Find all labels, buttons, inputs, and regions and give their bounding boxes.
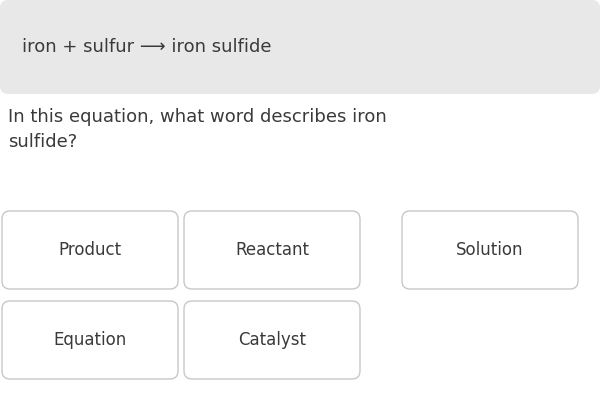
FancyBboxPatch shape [184,301,360,379]
Text: Equation: Equation [53,331,127,349]
FancyBboxPatch shape [0,0,600,94]
FancyBboxPatch shape [184,211,360,289]
FancyBboxPatch shape [2,301,178,379]
Text: iron + sulfur ⟶ iron sulfide: iron + sulfur ⟶ iron sulfide [22,38,271,56]
Text: Solution: Solution [456,241,524,259]
Text: Catalyst: Catalyst [238,331,306,349]
Text: Reactant: Reactant [235,241,309,259]
Text: In this equation, what word describes iron
sulfide?: In this equation, what word describes ir… [8,108,387,151]
FancyBboxPatch shape [2,211,178,289]
Text: Product: Product [58,241,122,259]
FancyBboxPatch shape [402,211,578,289]
